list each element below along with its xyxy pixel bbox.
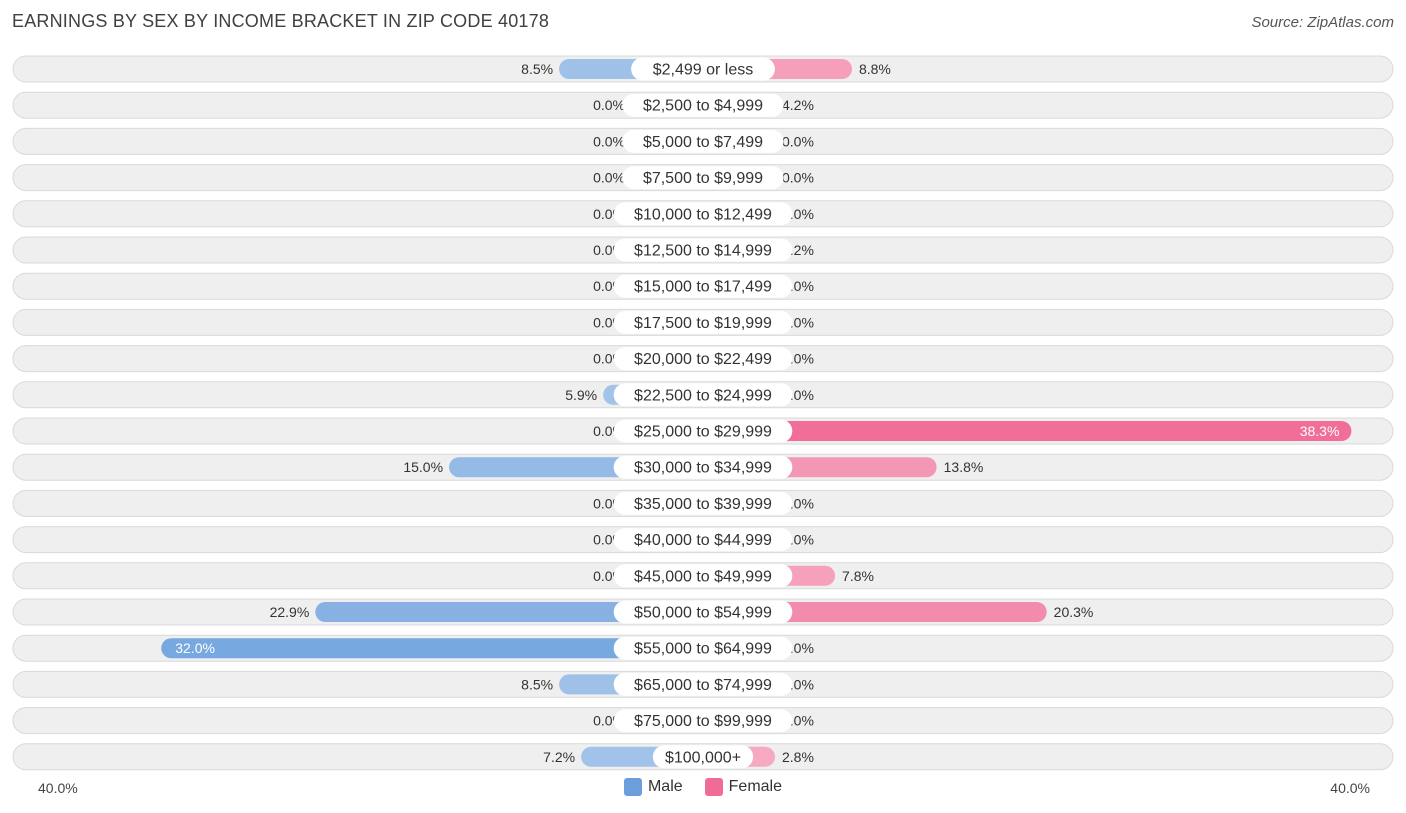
category-pill-25-000-to-29-999 [613, 419, 793, 443]
category-label-2-499-or-less: $2,499 or less [653, 62, 754, 79]
category-pill-10-000-to-12-499 [613, 202, 793, 226]
row-100-000: 7.2% 2.8% $100,000+ [12, 743, 1394, 771]
row-20-000-to-22-499: 0.0% 0.0%$20,000 to $22,499 [12, 345, 1394, 373]
row-75-000-to-99-999: 0.0% 0.0%$75,000 to $99,999 [12, 707, 1394, 735]
value-label-male-50-000-to-54-999: 22.9% [270, 604, 310, 620]
axis-right-label: 40.0% [1330, 780, 1370, 796]
category-pill-100-000 [652, 745, 754, 769]
category-label-45-000-to-49-999: $45,000 to $49,999 [634, 568, 772, 585]
bar-female-25-000-to-29-999[interactable] [703, 421, 1352, 441]
bar-male-55-000-to-64-999[interactable] [161, 638, 704, 659]
value-label-female-2-500-to-4-999: 4.2% [782, 97, 814, 113]
category-label-15-000-to-17-499: $15,000 to $17,499 [634, 279, 772, 296]
row-12-500-to-14-999: 0.0% 4.2%$12,500 to $14,999 [12, 236, 1394, 264]
category-pill-35-000-to-39-999 [613, 491, 793, 515]
row-2-499-or-less: 8.5% 8.8% $2,499 or less [12, 55, 1394, 83]
value-label-male-2-499-or-less: 8.5% [521, 61, 553, 77]
category-label-30-000-to-34-999: $30,000 to $34,999 [634, 460, 772, 477]
value-label-male-5-000-to-7-499: 0.0% [593, 133, 625, 149]
row-2-500-to-4-999: 0.0% 4.2% $2,500 to $4,999 [12, 91, 1394, 119]
row-7-500-to-9-999: 0.0% 0.0% $7,500 to $9,999 [12, 164, 1394, 192]
axis-left-label: 40.0% [38, 780, 78, 796]
row-65-000-to-74-999: 8.5% 0.0%$65,000 to $74,999 [12, 670, 1394, 698]
category-pill-17-500-to-19-999 [613, 310, 793, 334]
value-label-female-50-000-to-54-999: 20.3% [1054, 604, 1094, 620]
legend: Male Female [0, 778, 1406, 796]
legend-label-female: Female [728, 778, 783, 795]
row-22-500-to-24-999: 5.9% 0.0%$22,500 to $24,999 [12, 381, 1394, 409]
category-label-22-500-to-24-999: $22,500 to $24,999 [634, 387, 772, 404]
category-pill-65-000-to-74-999 [613, 672, 793, 696]
value-label-male-22-500-to-24-999: 5.9% [565, 387, 597, 403]
category-label-75-000-to-99-999: $75,000 to $99,999 [634, 713, 772, 730]
legend-swatch-male [623, 778, 642, 796]
row-40-000-to-44-999: 0.0% 0.0%$40,000 to $44,999 [12, 526, 1394, 554]
category-pill-45-000-to-49-999 [613, 564, 793, 588]
category-pill-55-000-to-64-999 [613, 636, 793, 660]
chart-source: Source: ZipAtlas.com [1251, 14, 1394, 31]
value-label-male-65-000-to-74-999: 8.5% [521, 676, 553, 692]
category-pill-30-000-to-34-999 [613, 455, 793, 479]
row-25-000-to-29-999: 0.0% 38.3%$25,000 to $29,999 [12, 417, 1394, 445]
category-label-7-500-to-9-999: $7,500 to $9,999 [643, 170, 763, 187]
value-label-female-45-000-to-49-999: 7.8% [842, 568, 874, 584]
row-55-000-to-64-999: 32.0% 0.0%$55,000 to $64,999 [12, 634, 1394, 662]
chart-plot-area: 8.5% 8.8% $2,499 or less 0.0% 4.2% $2,500 to … [12, 55, 1394, 771]
category-label-10-000-to-12-499: $10,000 to $12,499 [634, 206, 772, 223]
category-pill-15-000-to-17-499 [613, 274, 793, 298]
category-pill-2-500-to-4-999 [622, 93, 784, 117]
value-label-female-100-000: 2.8% [782, 749, 814, 765]
category-label-50-000-to-54-999: $50,000 to $54,999 [634, 605, 772, 622]
category-label-12-500-to-14-999: $12,500 to $14,999 [634, 243, 772, 260]
category-pill-7-500-to-9-999 [622, 166, 784, 190]
category-label-65-000-to-74-999: $65,000 to $74,999 [634, 677, 772, 694]
category-label-20-000-to-22-499: $20,000 to $22,499 [634, 351, 772, 368]
row-50-000-to-54-999: 22.9% 20.3% $50,000 to $54,999 [12, 598, 1394, 626]
category-label-35-000-to-39-999: $35,000 to $39,999 [634, 496, 772, 513]
value-label-male-30-000-to-34-999: 15.0% [403, 459, 443, 475]
row-5-000-to-7-499: 0.0% 0.0% $5,000 to $7,499 [12, 127, 1394, 155]
row-35-000-to-39-999: 0.0% 0.0%$35,000 to $39,999 [12, 489, 1394, 517]
legend-swatch-female [704, 778, 723, 796]
legend-item-male[interactable]: Male [623, 778, 683, 796]
value-label-male-2-500-to-4-999: 0.0% [593, 97, 625, 113]
category-label-25-000-to-29-999: $25,000 to $29,999 [634, 424, 772, 441]
category-label-17-500-to-19-999: $17,500 to $19,999 [634, 315, 772, 332]
value-label-male-7-500-to-9-999: 0.0% [593, 170, 625, 186]
value-label-female-25-000-to-29-999: 38.3% [1300, 423, 1340, 439]
row-30-000-to-34-999: 15.0% 13.8% $30,000 to $34,999 [12, 453, 1394, 481]
chart-title: EARNINGS BY SEX BY INCOME BRACKET IN ZIP… [12, 11, 550, 31]
category-pill-50-000-to-54-999 [613, 600, 793, 624]
row-10-000-to-12-499: 0.0% 0.0%$10,000 to $12,499 [12, 200, 1394, 228]
category-label-5-000-to-7-499: $5,000 to $7,499 [643, 134, 763, 151]
bar-male-50-000-to-54-999[interactable] [315, 602, 703, 622]
category-pill-5-000-to-7-499 [622, 129, 784, 153]
category-label-2-500-to-4-999: $2,500 to $4,999 [643, 98, 763, 115]
category-pill-12-500-to-14-999 [613, 238, 793, 262]
value-label-female-30-000-to-34-999: 13.8% [944, 459, 984, 475]
row-15-000-to-17-499: 0.0% 0.0%$15,000 to $17,499 [12, 272, 1394, 300]
legend-item-female[interactable]: Female [704, 778, 783, 796]
row-17-500-to-19-999: 0.0% 0.0%$17,500 to $19,999 [12, 308, 1394, 336]
legend-label-male: Male [647, 778, 683, 795]
value-label-male-55-000-to-64-999: 32.0% [175, 640, 215, 656]
category-pill-22-500-to-24-999 [613, 383, 793, 407]
category-label-100-000: $100,000+ [665, 749, 741, 766]
category-pill-40-000-to-44-999 [613, 528, 793, 552]
category-label-55-000-to-64-999: $55,000 to $64,999 [634, 641, 772, 658]
value-label-female-7-500-to-9-999: 0.0% [782, 170, 814, 186]
value-label-female-5-000-to-7-499: 0.0% [782, 133, 814, 149]
category-label-40-000-to-44-999: $40,000 to $44,999 [634, 532, 772, 549]
value-label-male-100-000: 7.2% [543, 749, 575, 765]
category-pill-2-499-or-less [631, 57, 775, 81]
row-45-000-to-49-999: 0.0% 7.8%$45,000 to $49,999 [12, 562, 1394, 590]
category-pill-75-000-to-99-999 [613, 709, 793, 733]
category-pill-20-000-to-22-499 [613, 347, 793, 371]
value-label-female-2-499-or-less: 8.8% [859, 61, 891, 77]
